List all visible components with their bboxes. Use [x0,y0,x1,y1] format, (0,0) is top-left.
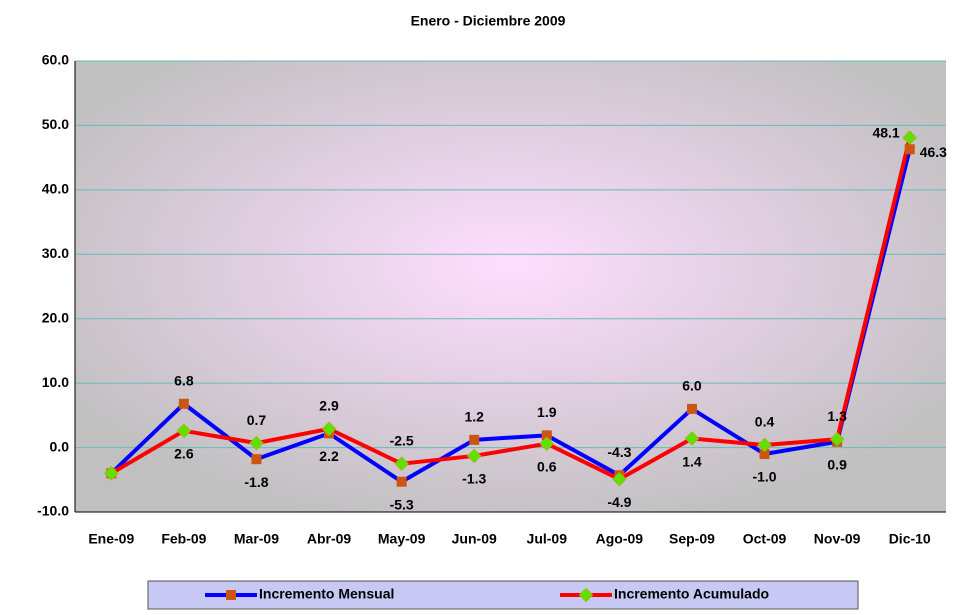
y-tick-label: 50.0 [42,116,69,132]
marker [396,476,407,487]
legend-label: Incremento Acumulado [614,586,769,602]
marker [612,471,627,487]
data-label: 2.2 [319,448,339,464]
marker [684,431,700,446]
marker [394,456,409,472]
data-label: 0.9 [827,456,847,472]
x-tick-label: Oct-09 [743,531,787,547]
marker [686,403,697,414]
data-label: -4.3 [607,444,631,460]
legend-box [147,580,859,610]
x-tick-label: Ago-09 [596,531,644,547]
marker [578,587,594,603]
data-label: 0.6 [537,458,557,474]
marker [541,430,552,441]
marker [902,130,918,146]
marker [176,423,192,439]
chart-title: Enero - Diciembre 2009 [411,13,566,29]
marker [251,454,262,465]
x-tick-label: May-09 [378,531,426,547]
x-tick-label: Ene-09 [88,531,134,547]
y-tick-label: 20.0 [42,309,69,325]
marker [539,436,555,452]
data-label: 0.7 [247,412,267,428]
x-tick-label: Dic-10 [889,531,931,547]
data-label: -4.9 [607,494,631,510]
marker [904,144,915,155]
y-tick-label: 60.0 [42,52,69,68]
marker [759,449,770,460]
data-label: -1.8 [244,474,268,490]
data-label: -1.3 [462,471,486,487]
marker [757,437,772,453]
marker [466,448,482,464]
data-label: 6.8 [174,372,194,388]
y-tick-label: 40.0 [42,181,69,197]
data-label: 1.9 [537,404,557,420]
data-label: 2.9 [319,398,339,414]
data-label: -5.3 [390,496,414,512]
data-label: 2.6 [174,446,194,462]
series-line [110,137,912,482]
data-label: -2.5 [390,432,414,448]
y-tick-label: 10.0 [42,374,69,390]
data-label: 1.3 [827,408,847,424]
data-label: -1.0 [752,469,776,485]
data-label: 1.2 [464,409,484,425]
y-tick-label: 0.0 [50,438,70,454]
data-label: 46.3 [920,144,947,160]
marker [321,421,337,437]
x-tick-label: Feb-09 [161,531,206,547]
marker [226,590,236,600]
y-tick-label: 30.0 [42,245,69,261]
data-label: 0.4 [755,414,775,430]
marker [469,434,480,445]
marker [178,398,189,409]
x-tick-label: Jun-09 [452,531,497,547]
y-tick-label: -10.0 [37,503,69,519]
x-tick-label: Abr-09 [307,531,352,547]
x-tick-label: Sep-09 [669,531,715,547]
data-label: 1.4 [682,453,702,469]
data-label: 6.0 [682,378,702,394]
series-line [109,148,912,484]
x-tick-label: Nov-09 [814,531,861,547]
marker [249,435,264,451]
x-tick-label: Mar-09 [234,531,279,547]
marker [103,465,119,481]
marker [829,431,845,447]
x-tick-label: Jul-09 [527,531,568,547]
legend-label: Incremento Mensual [259,586,394,602]
data-label: 48.1 [872,124,899,140]
